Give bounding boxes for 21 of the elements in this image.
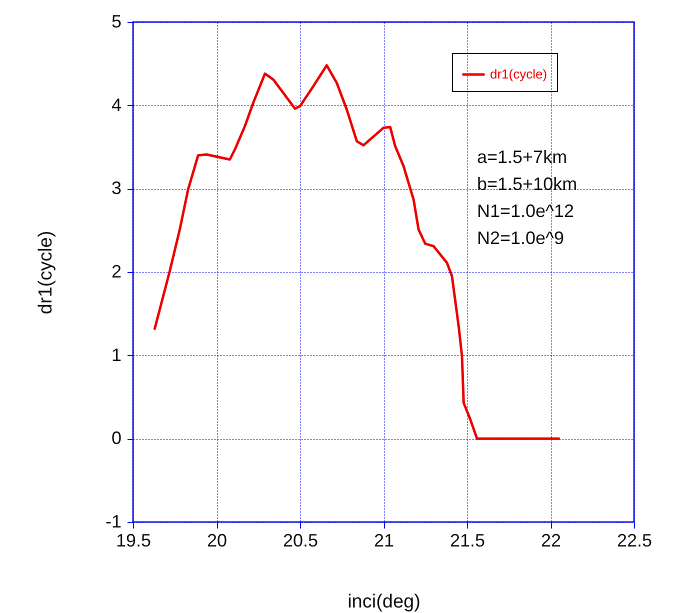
x-tick-label: 22	[540, 530, 562, 550]
y-tick-label: 4	[111, 94, 122, 115]
x-tick-label: 20	[206, 530, 228, 550]
y-tick-label: 5	[111, 12, 122, 32]
annotation: N2=1.0e^9	[477, 228, 564, 248]
annotation: a=1.5+7km	[477, 147, 568, 167]
x-axis-title: inci(deg)	[348, 592, 420, 612]
x-tick-label: 19.5	[116, 530, 152, 550]
y-tick-label: 1	[111, 344, 122, 365]
x-tick-label: 22.5	[616, 530, 652, 550]
y-tick-label: 3	[111, 178, 122, 198]
y-tick-label: 2	[111, 262, 122, 282]
y-axis-title: dr1(cycle)	[35, 230, 56, 314]
y-tick-label: -1	[105, 512, 122, 532]
x-tick-label: 21.5	[450, 530, 486, 550]
legend-label: dr1(cycle)	[490, 66, 548, 82]
x-tick-label: 21	[374, 530, 394, 550]
x-tick-label: 20.5	[282, 530, 318, 550]
annotation: b=1.5+10km	[477, 174, 578, 194]
y-tick-label: 0	[111, 428, 122, 448]
annotation: N1=1.0e^12	[477, 201, 574, 221]
